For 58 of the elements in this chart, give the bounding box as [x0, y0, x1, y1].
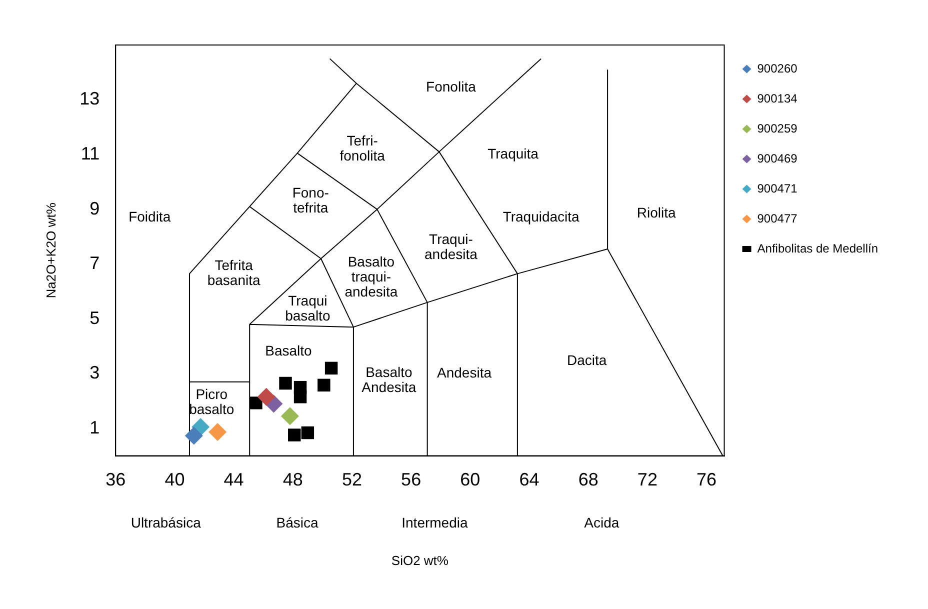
point: [250, 396, 262, 410]
annotation: Dacita: [567, 352, 607, 368]
legend-label: 900134: [757, 91, 798, 106]
x-tick-label: 44: [224, 470, 244, 490]
x-tick-label: 48: [282, 470, 303, 490]
text: Acida: [584, 514, 620, 531]
x-tick-label: 68: [578, 470, 598, 490]
legend-label: 900477: [757, 211, 798, 226]
annotation: Traqui basalto: [285, 292, 330, 324]
text: Básica: [276, 514, 319, 531]
point: [324, 362, 338, 375]
y-tick-label: 1: [90, 417, 100, 438]
point: [279, 376, 292, 390]
y-tick-label: 3: [90, 362, 100, 383]
point: [294, 390, 307, 404]
x-tick-label: 60: [460, 470, 480, 490]
y-tick-label: 11: [80, 144, 100, 164]
legend-label: Anfibolitas de Medellín: [757, 241, 878, 256]
annotation: Tefri- fonolita: [340, 132, 386, 164]
annotation: Traqui- andesita: [424, 231, 478, 262]
x-tick-label: 40: [164, 470, 185, 490]
point: [318, 378, 330, 392]
x-axis-title: SiO2 wt%: [391, 552, 449, 568]
x-tick-label: 52: [342, 470, 362, 490]
point: [280, 407, 299, 426]
annotation: Traquidacita: [502, 208, 580, 224]
y-tick-label: 5: [90, 308, 100, 328]
text: Ultrabásica: [130, 514, 202, 531]
legend-label: 900259: [757, 121, 798, 136]
legend-label: 900471: [757, 181, 798, 196]
y-tick-label: 9: [90, 198, 100, 218]
point: [184, 426, 203, 445]
y-axis-title: Na2O+K2O wt%: [43, 202, 58, 298]
y-tick-label: 13: [80, 88, 100, 109]
point: [208, 422, 227, 441]
annotation: Fono- tefrita: [292, 184, 330, 216]
text: Intermedia: [402, 514, 468, 531]
annotation: Traquita: [488, 145, 539, 162]
annotation: Foidita: [128, 208, 171, 224]
x-tick-label: 36: [106, 470, 126, 490]
annotation: Basalto Andesita: [362, 364, 416, 395]
legend-label: 900469: [757, 151, 798, 166]
point: [301, 426, 314, 440]
x-tick-label: 56: [401, 470, 422, 490]
annotation: Fonolita: [426, 78, 476, 94]
annotation: Andesita: [437, 364, 492, 380]
annotation: Tefrita basanita: [207, 257, 260, 288]
legend-label: 900260: [757, 61, 798, 76]
annotation: Picro basalto: [189, 386, 234, 417]
x-tick-label: 64: [519, 470, 540, 490]
point: [288, 428, 301, 442]
point: [257, 388, 276, 406]
annotation: Basalto: [265, 342, 312, 359]
annotation: Basalto traqui- andesita: [344, 254, 398, 300]
annotation: Riolita: [636, 204, 676, 220]
y-tick-label: 7: [90, 253, 100, 274]
x-tick-label: 76: [696, 470, 717, 490]
x-tick-label: 72: [637, 470, 658, 490]
